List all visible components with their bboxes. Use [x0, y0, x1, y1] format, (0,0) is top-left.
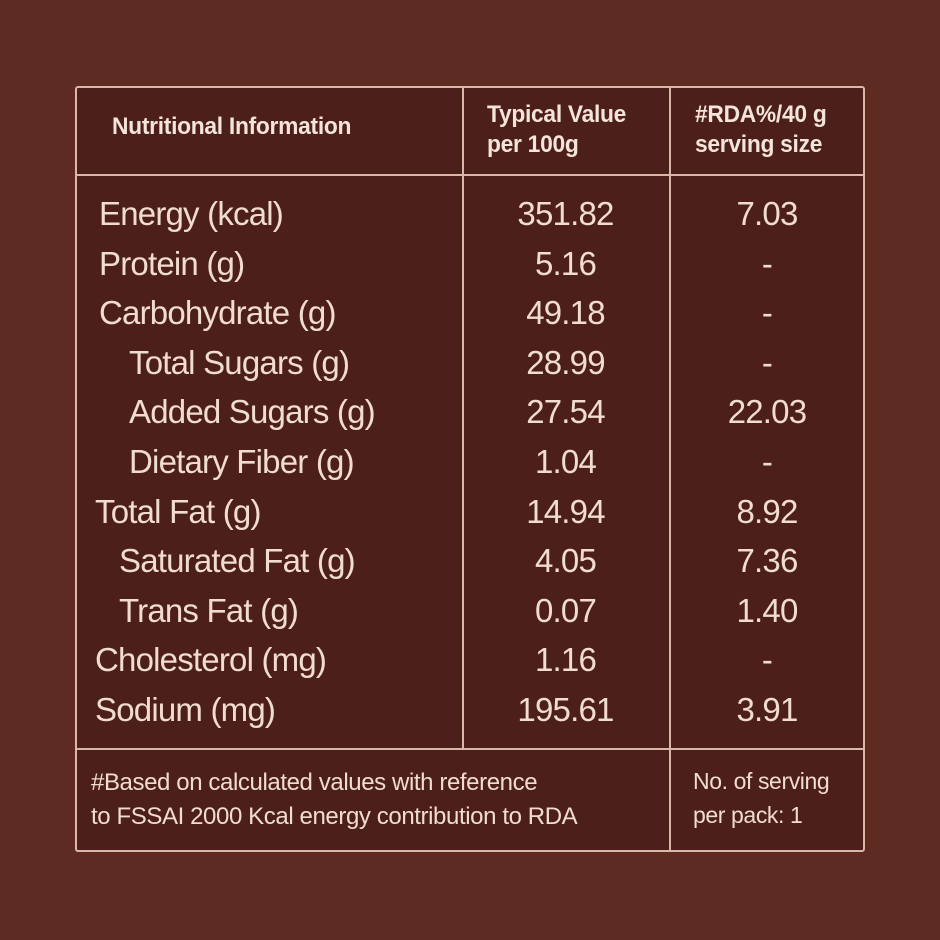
nutrient-rda: - — [761, 244, 773, 282]
nutrient-name: Energy (kcal) — [99, 195, 284, 232]
nutrient-value: 28.99 — [526, 343, 605, 381]
nutrient-value: 1.04 — [534, 442, 597, 480]
nutrient-name: Trans Fat (g) — [119, 591, 299, 629]
nutrient-name: Total Sugars (g) — [129, 343, 350, 381]
nutrient-value: 195.61 — [517, 690, 614, 728]
nutrient-value: 14.94 — [526, 492, 605, 530]
nutrient-rda: 22.03 — [727, 393, 807, 431]
nutrient-rda: 7.03 — [736, 195, 798, 232]
servings-per-pack: No. of serving per pack: 1 — [693, 764, 830, 832]
header-typical-value-line1: Typical Value — [487, 101, 627, 128]
nutrient-rda: - — [761, 641, 773, 679]
table-body: Energy (kcal) 351.82 7.03 Protein (g) 5.… — [77, 192, 863, 738]
nutrient-rda: 8.92 — [736, 492, 798, 530]
nutrient-rda: 7.36 — [736, 542, 798, 580]
nutrient-value: 0.07 — [534, 591, 597, 629]
servings-per-pack-line2: per pack: 1 — [693, 802, 803, 828]
nutrient-value: 4.05 — [534, 542, 597, 580]
nutrient-name: Added Sugars (g) — [129, 393, 376, 431]
nutrient-value: 1.16 — [534, 641, 597, 679]
nutrient-name: Saturated Fat (g) — [119, 542, 356, 580]
rda-footnote: #Based on calculated values with referen… — [91, 766, 578, 834]
header-rda: #RDA%/40 g serving size — [695, 100, 827, 160]
table-row: Total Fat (g) 14.94 8.92 — [77, 490, 863, 540]
header-typical-value-line2: per 100g — [487, 131, 579, 158]
nutrient-rda: 1.40 — [736, 591, 798, 629]
nutrient-name: Sodium (mg) — [95, 690, 276, 728]
table-row: Cholesterol (mg) 1.16 - — [77, 638, 863, 688]
nutrient-rda: - — [761, 343, 773, 381]
footer-divider — [77, 748, 863, 750]
rda-footnote-line1: #Based on calculated values with referen… — [91, 769, 538, 796]
nutrition-table: Nutritional Information Typical Value pe… — [75, 86, 865, 852]
nutrient-name: Total Fat (g) — [95, 492, 261, 530]
table-row: Saturated Fat (g) 4.05 7.36 — [77, 539, 863, 589]
header-rda-line1: #RDA%/40 g — [695, 101, 827, 128]
column-divider — [669, 88, 671, 852]
header-rda-line2: serving size — [695, 131, 823, 158]
table-row: Energy (kcal) 351.82 7.03 — [77, 192, 863, 242]
header-typical-value: Typical Value per 100g — [487, 100, 626, 160]
nutrient-value: 27.54 — [526, 393, 605, 431]
nutrient-rda: 3.91 — [736, 690, 798, 728]
nutrient-name: Dietary Fiber (g) — [129, 442, 355, 480]
table-row: Added Sugars (g) 27.54 22.03 — [77, 390, 863, 440]
servings-per-pack-line1: No. of serving — [693, 768, 830, 794]
header-divider — [77, 174, 863, 176]
nutrient-name: Carbohydrate (g) — [99, 294, 336, 332]
table-row: Dietary Fiber (g) 1.04 - — [77, 440, 863, 490]
nutrient-value: 49.18 — [526, 294, 605, 332]
nutrient-rda: - — [761, 294, 773, 332]
column-divider — [462, 88, 464, 748]
rda-footnote-line2: to FSSAI 2000 Kcal energy contribution t… — [91, 803, 578, 830]
table-row: Protein (g) 5.16 - — [77, 242, 863, 292]
table-row: Trans Fat (g) 0.07 1.40 — [77, 589, 863, 639]
table-row: Sodium (mg) 195.61 3.91 — [77, 688, 863, 738]
nutrient-name: Protein (g) — [99, 244, 245, 282]
nutrient-value: 351.82 — [517, 195, 614, 232]
header-nutritional-information: Nutritional Information — [112, 113, 352, 140]
table-row: Carbohydrate (g) 49.18 - — [77, 291, 863, 341]
nutrient-name: Cholesterol (mg) — [95, 641, 327, 679]
nutrient-rda: - — [761, 442, 773, 480]
nutrient-value: 5.16 — [534, 244, 597, 282]
table-row: Total Sugars (g) 28.99 - — [77, 341, 863, 391]
